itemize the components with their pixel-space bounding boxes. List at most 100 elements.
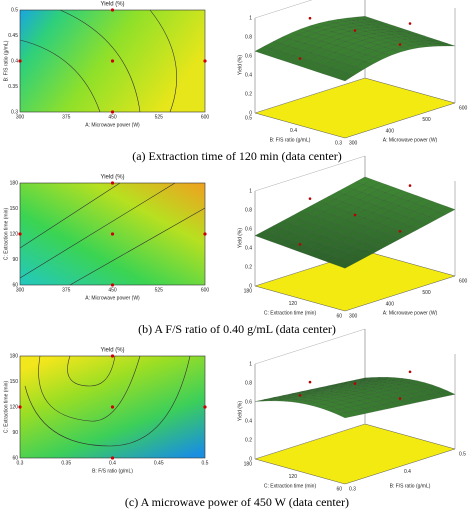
y-tick-label: 0.3	[335, 140, 342, 146]
design-point	[203, 59, 207, 63]
base-plane	[254, 423, 456, 485]
z-tick-label: 0.4	[245, 72, 252, 78]
design-point	[308, 197, 312, 200]
x-tick-label: 400	[386, 302, 395, 308]
z-tick-label: 0.4	[245, 418, 252, 424]
z-tick-label: 1	[249, 361, 252, 367]
z-tick-label: 1	[249, 15, 252, 21]
design-point	[298, 57, 302, 60]
x-tick-label: 600	[201, 114, 210, 120]
surface-patch	[438, 390, 456, 397]
y-tick-label: 0.3	[11, 109, 18, 115]
contour-line	[69, 207, 206, 286]
contour-line	[67, 355, 116, 387]
y-tick-label: 120	[10, 404, 19, 410]
z-tick-label: 0.8	[245, 380, 252, 386]
design-point	[110, 456, 115, 460]
panel-caption: (b) A F/S ratio of 0.40 g/mL (data cente…	[138, 322, 336, 336]
x-tick-label: 600	[459, 105, 468, 111]
y-axis-label: C: Extraction time (min)	[264, 483, 317, 489]
y-axis-label: C: Extraction time (min)	[3, 208, 9, 261]
z-tick-label: 0	[249, 283, 252, 289]
x-axis-label: A: Microwave power (W)	[383, 310, 438, 316]
y-tick-label: 180	[10, 353, 19, 359]
y-tick-label: 0.45	[8, 33, 18, 39]
x-tick-label: 0.45	[154, 460, 164, 466]
design-point	[110, 181, 115, 185]
design-point	[203, 232, 207, 236]
surface-patch	[438, 43, 456, 47]
contour-title: Yield (%)	[100, 348, 124, 354]
x-axis-label: B: F/S ratio (g/mL)	[390, 483, 431, 489]
x-tick-label: 0.3	[17, 460, 24, 466]
y-tick-label: 60	[12, 455, 18, 461]
y-tick-label: 0.35	[8, 84, 18, 90]
design-point	[308, 16, 312, 20]
surface-patch	[438, 206, 456, 215]
x-tick-label: 525	[155, 114, 164, 120]
x-axis-label: A: Microwave power (W)	[85, 295, 140, 301]
contour-title: Yield (%)	[100, 175, 124, 181]
x-tick-label: 300	[349, 313, 358, 319]
z-tick-label: 0.6	[245, 53, 252, 59]
design-point	[110, 283, 115, 287]
design-point	[18, 59, 22, 63]
y-axis-label: B: F/S ratio (g/mL)	[3, 40, 9, 81]
x-tick-label: 375	[62, 287, 71, 293]
z-tick-label: 0.6	[245, 399, 252, 405]
y-tick-label: 0.5	[245, 115, 252, 121]
x-tick-label: 300	[349, 140, 358, 146]
y-axis-label: C: Extraction time (min)	[3, 381, 9, 434]
z-axis-label: Yield (%)	[237, 55, 243, 75]
contour-line	[19, 182, 121, 249]
y-tick-label: 0.5	[11, 7, 18, 13]
x-axis-label: A: Microwave power (W)	[383, 137, 438, 143]
z-tick-label: 0.8	[245, 34, 252, 40]
z-tick-label: 0	[249, 456, 252, 462]
z-tick-label: 0.2	[245, 91, 252, 97]
x-tick-label: 0.3	[349, 486, 356, 492]
z-tick-label: 0.4	[245, 245, 252, 251]
y-tick-label: 120	[289, 474, 298, 480]
design-point	[298, 243, 302, 246]
x-tick-label: 375	[62, 114, 71, 120]
base-plane	[254, 77, 456, 139]
y-tick-label: 180	[10, 180, 19, 186]
y-tick-label: 90	[12, 430, 18, 436]
design-point	[18, 232, 22, 236]
x-tick-label: 450	[108, 287, 117, 293]
y-tick-label: 120	[289, 301, 298, 307]
design-point	[408, 22, 412, 25]
panel-caption: (c) A microwave power of 450 W (data cen…	[125, 495, 349, 509]
y-axis-label: C: Extraction time (min)	[264, 310, 317, 316]
design-point	[398, 43, 402, 46]
design-point	[298, 394, 302, 397]
z-tick-label: 0.2	[245, 264, 252, 270]
x-tick-label: 500	[422, 117, 431, 123]
x-axis-label: A: Microwave power (W)	[85, 122, 140, 128]
z-tick-label: 0.8	[245, 207, 252, 213]
design-point	[110, 232, 115, 236]
contour-line	[38, 355, 141, 422]
x-tick-label: 0.4	[404, 469, 411, 475]
design-point	[408, 370, 412, 374]
y-tick-label: 180	[244, 461, 253, 467]
x-tick-label: 400	[386, 129, 395, 135]
contour-line	[19, 39, 101, 113]
z-axis-label: Yield (%)	[237, 228, 243, 248]
y-tick-label: 150	[10, 379, 19, 385]
y-tick-label: 120	[10, 231, 19, 237]
x-tick-label: 600	[459, 278, 468, 284]
y-tick-label: 0.4	[290, 128, 297, 134]
z-tick-label: 0.6	[245, 226, 252, 232]
design-point	[308, 380, 312, 384]
design-point	[203, 405, 207, 409]
design-point	[398, 229, 402, 233]
contour-title: Yield (%)	[100, 2, 124, 8]
design-point	[18, 405, 22, 409]
y-tick-label: 60	[336, 486, 342, 492]
y-tick-label: 150	[10, 206, 19, 212]
y-tick-label: 60	[12, 282, 18, 288]
y-tick-label: 0.4	[11, 58, 18, 64]
